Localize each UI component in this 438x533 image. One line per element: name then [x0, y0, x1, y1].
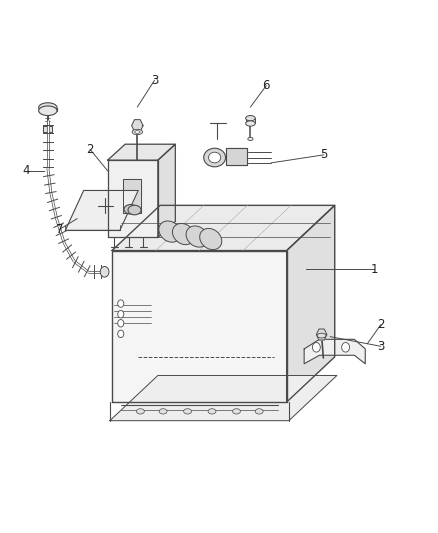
Polygon shape: [65, 190, 138, 230]
Polygon shape: [108, 160, 158, 237]
Text: 1: 1: [370, 263, 378, 276]
Ellipse shape: [132, 130, 143, 135]
Text: 5: 5: [320, 148, 328, 161]
Ellipse shape: [137, 409, 145, 414]
Ellipse shape: [246, 116, 255, 121]
Polygon shape: [304, 340, 365, 364]
Circle shape: [118, 310, 124, 318]
Ellipse shape: [317, 333, 326, 338]
Polygon shape: [287, 205, 335, 402]
Circle shape: [342, 343, 350, 352]
Ellipse shape: [248, 138, 253, 141]
Ellipse shape: [246, 121, 255, 126]
Ellipse shape: [124, 205, 137, 214]
Ellipse shape: [128, 205, 141, 215]
Ellipse shape: [255, 409, 263, 414]
Ellipse shape: [208, 409, 216, 414]
Ellipse shape: [233, 409, 240, 414]
Polygon shape: [158, 144, 175, 237]
Polygon shape: [108, 144, 175, 160]
Text: 3: 3: [377, 340, 384, 353]
Polygon shape: [132, 119, 143, 132]
Ellipse shape: [39, 103, 57, 112]
Ellipse shape: [184, 409, 191, 414]
Polygon shape: [43, 126, 52, 132]
Circle shape: [118, 330, 124, 337]
Text: 2: 2: [86, 143, 94, 156]
Text: 2: 2: [377, 319, 384, 332]
Circle shape: [118, 300, 124, 308]
Ellipse shape: [204, 148, 226, 167]
Ellipse shape: [208, 152, 221, 163]
Ellipse shape: [200, 229, 222, 249]
Circle shape: [312, 343, 320, 352]
Ellipse shape: [186, 226, 208, 247]
Polygon shape: [226, 149, 247, 165]
Text: 7: 7: [56, 223, 64, 236]
Ellipse shape: [159, 221, 181, 242]
Polygon shape: [112, 205, 335, 251]
Polygon shape: [110, 375, 337, 421]
Ellipse shape: [135, 131, 140, 133]
Circle shape: [118, 320, 124, 327]
Ellipse shape: [173, 223, 194, 245]
Text: 6: 6: [262, 79, 270, 92]
Polygon shape: [316, 329, 327, 340]
Polygon shape: [123, 179, 141, 213]
Text: 4: 4: [22, 164, 30, 177]
Polygon shape: [112, 251, 287, 402]
Circle shape: [100, 266, 109, 277]
Ellipse shape: [39, 106, 57, 116]
Ellipse shape: [159, 409, 167, 414]
Text: 3: 3: [151, 74, 158, 87]
